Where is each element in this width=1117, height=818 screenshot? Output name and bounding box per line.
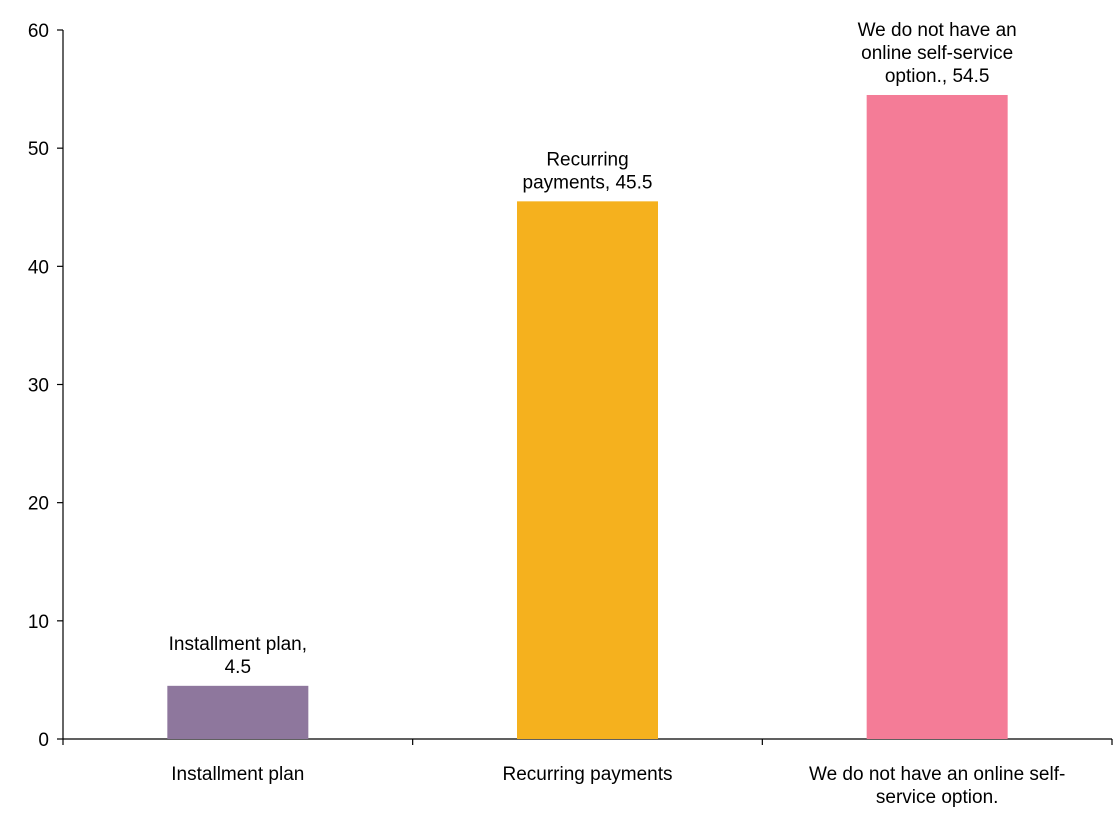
data-labels: Installment plan, 4.5 Recurring payments, 4…: [169, 20, 1017, 678]
category-label-line: Installment plan: [171, 764, 304, 785]
y-tick-label: 50: [28, 139, 49, 160]
y-tick-label: 20: [28, 494, 49, 515]
data-label-line: Recurring: [546, 149, 628, 170]
y-tick-label: 60: [28, 21, 49, 42]
y-tick-label: 30: [28, 376, 49, 397]
bar: [167, 685, 309, 739]
category-label-line: service option.: [876, 787, 999, 808]
data-label: Recurring payments, 45.5: [523, 149, 653, 193]
y-tick-label: 10: [28, 612, 49, 633]
data-label-line: 4.5: [225, 657, 251, 678]
data-label: Installment plan, 4.5: [169, 634, 307, 678]
bar: [517, 201, 658, 739]
data-label-line: payments, 45.5: [523, 172, 653, 193]
category-label-line: We do not have an online self-: [809, 764, 1065, 785]
data-label-line: We do not have an: [858, 20, 1017, 41]
y-axis: 0 10 20 30 40 50 60: [28, 21, 64, 751]
category-label: Recurring payments: [502, 764, 672, 785]
bar: [866, 94, 1008, 739]
data-label-line: Installment plan,: [169, 634, 307, 655]
data-label-line: online self-service: [861, 43, 1013, 64]
data-label-line: option., 54.5: [885, 66, 990, 87]
category-labels: Installment plan Recurring payments We do …: [171, 764, 1065, 808]
category-label-line: Recurring payments: [502, 764, 672, 785]
x-axis: [62, 738, 1113, 745]
category-label: Installment plan: [171, 764, 304, 785]
y-tick-label: 40: [28, 257, 49, 278]
data-label: We do not have an online self-service opti…: [858, 20, 1017, 87]
bars: [167, 94, 1008, 739]
y-tick-label: 0: [38, 730, 49, 751]
category-label: We do not have an online self-service op…: [809, 764, 1065, 808]
